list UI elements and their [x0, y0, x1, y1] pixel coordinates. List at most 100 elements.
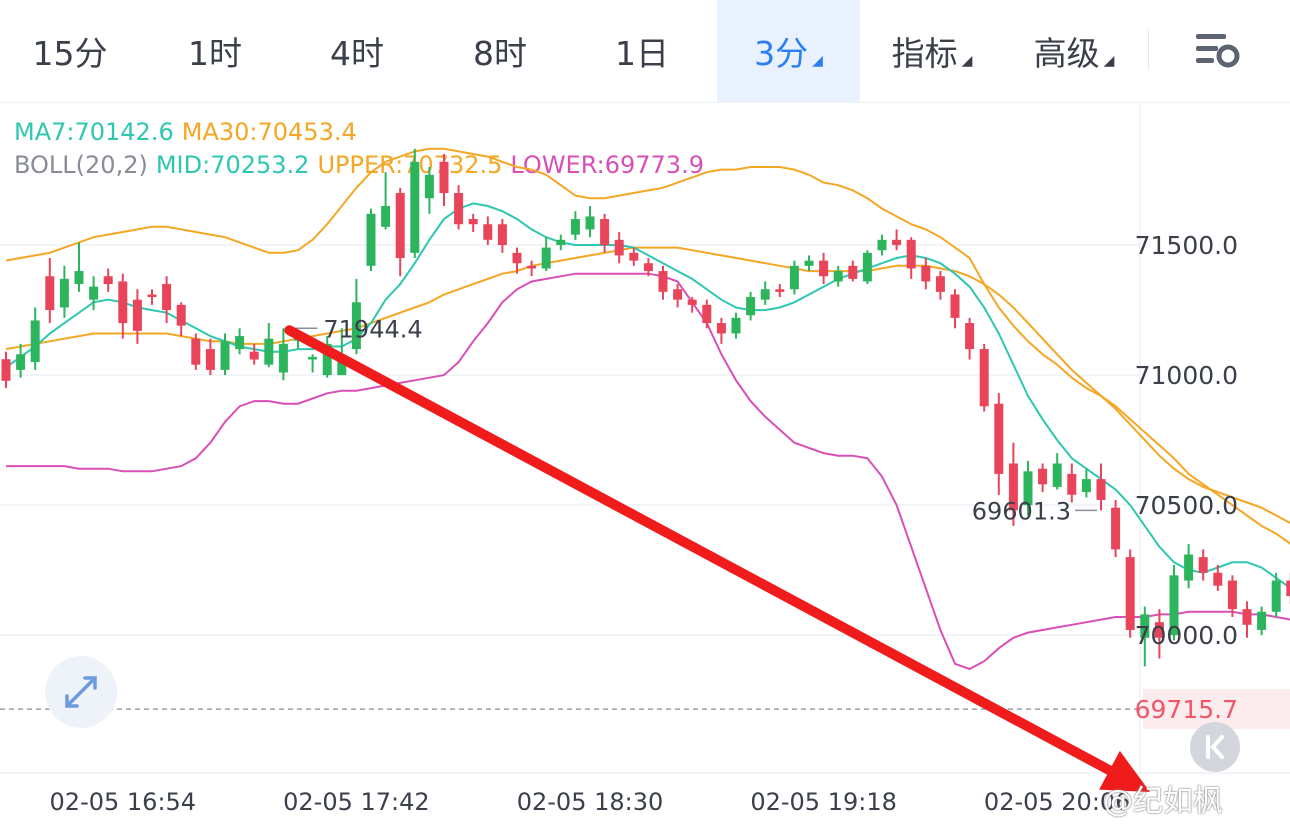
y-tick-label: 70500.0: [1135, 491, 1238, 520]
candle-body: [162, 284, 172, 311]
candle-body: [877, 239, 887, 251]
candle-body: [337, 356, 347, 376]
x-tick-label: 02-05 17:42: [283, 788, 430, 816]
candle-body: [1096, 479, 1106, 500]
candle-body: [775, 289, 785, 292]
boll-legend: BOLL(20,2) MID:70253.2 UPPER:70732.5 LOWER:…: [14, 151, 712, 179]
tab-15min[interactable]: 15分: [32, 34, 108, 73]
candle-body: [527, 265, 537, 269]
candle-body: [74, 271, 84, 285]
tab-1d[interactable]: 1日: [615, 34, 669, 73]
candle-body: [1154, 622, 1164, 638]
candle-body: [308, 356, 318, 360]
candle-body: [220, 341, 230, 370]
candle-body: [1052, 463, 1062, 487]
chart-settings-icon[interactable]: [1190, 28, 1242, 74]
candle-body: [658, 271, 668, 292]
candle-body: [643, 263, 653, 272]
scroll-to-latest-button[interactable]: [1190, 722, 1240, 772]
boll-lower-line: [6, 272, 1290, 671]
high-price-label: 71944.4: [323, 315, 422, 343]
candle-body: [994, 403, 1004, 474]
candle-body: [1125, 557, 1135, 630]
candle-body: [746, 297, 756, 316]
ma-legend: MA7:70142.6 MA30:70453.4: [14, 118, 365, 146]
candle-body: [600, 219, 610, 246]
tab-3min[interactable]: 3分 ◢: [717, 0, 860, 102]
y-tick-label: 70000.0: [1135, 621, 1238, 650]
candle-body: [483, 224, 493, 240]
candle-body: [16, 354, 26, 370]
candle-body: [1169, 575, 1179, 636]
candle-body: [979, 349, 989, 407]
tab-divider: [1148, 30, 1149, 70]
candlestick-chart[interactable]: 71500.0 71000.0 70500.0 70000.0 02-05 16:54 0…: [0, 102, 1290, 825]
candle-body: [1271, 580, 1281, 612]
candle-body: [965, 323, 975, 350]
candle-body: [833, 271, 843, 282]
trend-arrow-line: [284, 325, 1115, 776]
candle-body: [118, 281, 128, 324]
candle-body: [59, 278, 69, 308]
candle-body: [381, 206, 391, 227]
candle-body: [614, 239, 624, 256]
candle-body: [410, 161, 420, 253]
candle-body: [819, 260, 829, 277]
candle-body: [249, 351, 259, 360]
candle-body: [848, 265, 858, 279]
candle-body: [556, 239, 566, 246]
candle-body: [1213, 572, 1223, 586]
dropdown-triangle-icon: ◢: [961, 53, 973, 69]
candle-body: [731, 317, 741, 334]
candle-body: [264, 338, 274, 365]
candle-body: [921, 265, 931, 282]
candle-body: [1184, 554, 1194, 581]
low-price-label: 69601.3: [972, 497, 1071, 525]
candle-body: [1023, 471, 1033, 506]
candle-body: [1257, 611, 1267, 630]
x-tick-label: 02-05 18:30: [517, 788, 664, 816]
candle-body: [235, 336, 245, 350]
tab-4h[interactable]: 4时: [330, 34, 384, 73]
candle-body: [950, 294, 960, 318]
boll-mid-value: MID:70253.2: [155, 151, 310, 179]
candle-body: [454, 193, 464, 225]
candle-body: [45, 276, 55, 311]
candle-body: [512, 252, 522, 264]
candle-body: [322, 343, 332, 376]
y-tick-label: 71500.0: [1135, 231, 1238, 260]
candle-body: [673, 289, 683, 300]
candle-body: [278, 343, 288, 373]
watermark: @纪如枫: [1103, 784, 1223, 819]
x-tick-label: 02-05 20:06: [984, 788, 1131, 816]
ma7-value: MA7:70142.6: [14, 118, 174, 146]
candle-body: [892, 239, 902, 246]
tab-indicators[interactable]: 指标 ◢: [891, 34, 973, 73]
tab-advanced[interactable]: 高级 ◢: [1033, 34, 1115, 73]
candle-body: [1008, 463, 1018, 511]
candle-body: [687, 299, 697, 305]
candle-body: [468, 219, 478, 225]
candle-body: [103, 276, 113, 285]
ma30-line: [5, 246, 1290, 525]
candle-body: [862, 252, 872, 282]
candle-body: [439, 161, 449, 194]
candle-body: [1081, 479, 1091, 493]
tab-1h[interactable]: 1时: [188, 34, 242, 73]
candle-body: [789, 265, 799, 290]
candle-body: [1140, 614, 1150, 638]
candle-body: [935, 276, 945, 292]
candle-body: [176, 304, 186, 326]
current-price-label: 69715.7: [1135, 695, 1238, 724]
x-tick-label: 02-05 19:18: [750, 788, 897, 816]
candle-body: [30, 320, 40, 363]
x-tick-label: 02-05 16:54: [50, 788, 197, 816]
candle-body: [1, 359, 11, 381]
candle-body: [1227, 580, 1237, 610]
candle-body: [191, 338, 201, 365]
expand-button[interactable]: [45, 656, 117, 728]
tab-8h[interactable]: 8时: [473, 34, 527, 73]
candle-body: [1242, 609, 1252, 625]
chevron-left-icon: [1206, 735, 1224, 759]
boll-label: BOLL(20,2): [14, 151, 148, 179]
